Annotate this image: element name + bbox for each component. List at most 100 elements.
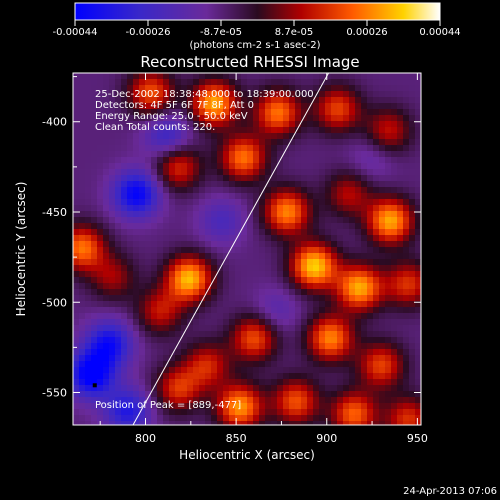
- heatmap-cell-480: [121, 121, 128, 128]
- heatmap-cell-247: [97, 139, 104, 146]
- heatmap-cell-3141: [391, 157, 398, 164]
- heatmap-cell-2335: [307, 277, 314, 284]
- heatmap-cell-2577: [331, 313, 338, 320]
- heatmap-cell-1039: [175, 289, 182, 296]
- heatmap-cell-3040: [379, 259, 386, 266]
- heatmap-cell-2961: [373, 139, 380, 146]
- heatmap-cell-2620: [337, 217, 344, 224]
- heatmap-cell-3286: [403, 319, 410, 326]
- heatmap-cell-1673: [241, 199, 248, 206]
- heatmap-cell-2667: [343, 145, 350, 152]
- heatmap-cell-2407: [313, 355, 320, 362]
- heatmap-cell-2249: [301, 115, 308, 122]
- heatmap-cell-820: [151, 391, 158, 398]
- heatmap-cell-589: [127, 421, 134, 425]
- heatmap-cell-2499: [325, 199, 332, 206]
- heatmap-cell-2352: [307, 379, 314, 386]
- heatmap-cell-193: [91, 169, 98, 176]
- heatmap-cell-864: [157, 301, 164, 308]
- heatmap-cell-1395: [211, 301, 218, 308]
- heatmap-cell-2227: [295, 337, 302, 344]
- heatmap-cell-1500: [223, 223, 230, 230]
- heatmap-cell-2098: [283, 271, 290, 278]
- heatmap-cell-1820: [253, 373, 260, 380]
- heatmap-cell-3031: [379, 205, 386, 212]
- heatmap-cell-2683: [343, 241, 350, 248]
- heatmap-cell-1825: [253, 403, 260, 410]
- heatmap-cell-949: [169, 103, 176, 110]
- heatmap-cell-2007: [277, 79, 284, 86]
- heatmap-cell-2150: [289, 229, 296, 236]
- heatmap-cell-1353: [205, 403, 212, 410]
- heatmap-cell-1999: [271, 385, 278, 392]
- heatmap-cell-102: [79, 331, 86, 338]
- heatmap-cell-2693: [343, 301, 350, 308]
- heatmap-cell-747: [145, 307, 152, 314]
- heatmap-cell-1710: [241, 421, 248, 425]
- heatmap-cell-3218: [397, 265, 404, 272]
- heatmap-cell-653: [139, 97, 146, 104]
- heatmap-cell-1263: [199, 217, 206, 224]
- heatmap-cell-979: [169, 283, 176, 290]
- heatmap-cell-685: [139, 289, 146, 296]
- heatmap-cell-871: [157, 343, 164, 350]
- heatmap-cell-1632: [235, 307, 242, 314]
- heatmap-cell-2380: [313, 193, 320, 200]
- heatmap-cell-2068: [283, 91, 290, 98]
- heatmap-cell-776: [151, 127, 158, 134]
- heatmap-cell-945: [169, 79, 176, 86]
- heatmap-cell-665: [139, 169, 146, 176]
- heatmap-cell-2231: [295, 361, 302, 368]
- heatmap-cell-151: [85, 271, 92, 278]
- heatmap-cell-2899: [367, 121, 374, 128]
- heatmap-cell-1665: [241, 151, 248, 158]
- heatmap-cell-847: [157, 199, 164, 206]
- heatmap-cell-1165: [187, 337, 194, 344]
- heatmap-cell-1491: [223, 169, 230, 176]
- heatmap-cell-1757: [247, 349, 254, 356]
- heatmap-cell-523: [121, 379, 128, 386]
- heatmap-cell-346: [103, 379, 110, 386]
- heatmap-cell-2403: [313, 331, 320, 338]
- heatmap-cell-1321: [205, 211, 212, 218]
- heatmap-cell-1398: [211, 319, 218, 326]
- heatmap-cell-3342: [409, 301, 416, 308]
- heatmap-cell-1266: [199, 235, 206, 242]
- heatmap-cell-2287: [301, 343, 308, 350]
- heatmap-cell-1422: [217, 109, 224, 116]
- heatmap-cell-1751: [247, 313, 254, 320]
- heatmap-cell-2313: [307, 145, 314, 152]
- heatmap-cell-2429: [319, 133, 326, 140]
- heatmap-cell-297: [103, 85, 110, 92]
- heatmap-cell-586: [127, 403, 134, 410]
- heatmap-cell-318: [103, 211, 110, 218]
- heatmap-cell-150: [85, 265, 92, 272]
- heatmap-cell-3390: [415, 235, 421, 242]
- heatmap-cell-46: [73, 349, 80, 356]
- heatmap-cell-110: [79, 379, 86, 386]
- heatmap-cell-375: [109, 199, 116, 206]
- heatmap-cell-1043: [175, 313, 182, 320]
- heatmap-cell-334: [103, 307, 110, 314]
- heatmap-cell-2102: [283, 295, 290, 302]
- heatmap-cell-2508: [325, 253, 332, 260]
- heatmap-cell-1803: [253, 271, 260, 278]
- heatmap-cell-719: [145, 139, 152, 146]
- heatmap-cell-500: [121, 241, 128, 248]
- heatmap-cell-1700: [241, 361, 248, 368]
- heatmap-cell-2199: [295, 169, 302, 176]
- heatmap-cell-1375: [211, 181, 218, 188]
- heatmap-cell-1105: [181, 331, 188, 338]
- heatmap-cell-1617: [235, 217, 242, 224]
- heatmap-cell-1911: [265, 211, 272, 218]
- heatmap-cell-1140: [187, 187, 194, 194]
- heatmap-cell-905: [163, 193, 170, 200]
- heatmap-cell-291: [97, 403, 104, 410]
- heatmap-cell-2180: [289, 409, 296, 416]
- heatmap-cell-2221: [295, 301, 302, 308]
- heatmap-cell-3312: [409, 121, 416, 128]
- heatmap-cell-3282: [403, 295, 410, 302]
- heatmap-cell-237: [97, 79, 104, 86]
- heatmap-cell-1663: [241, 139, 248, 146]
- heatmap-cell-939: [163, 397, 170, 404]
